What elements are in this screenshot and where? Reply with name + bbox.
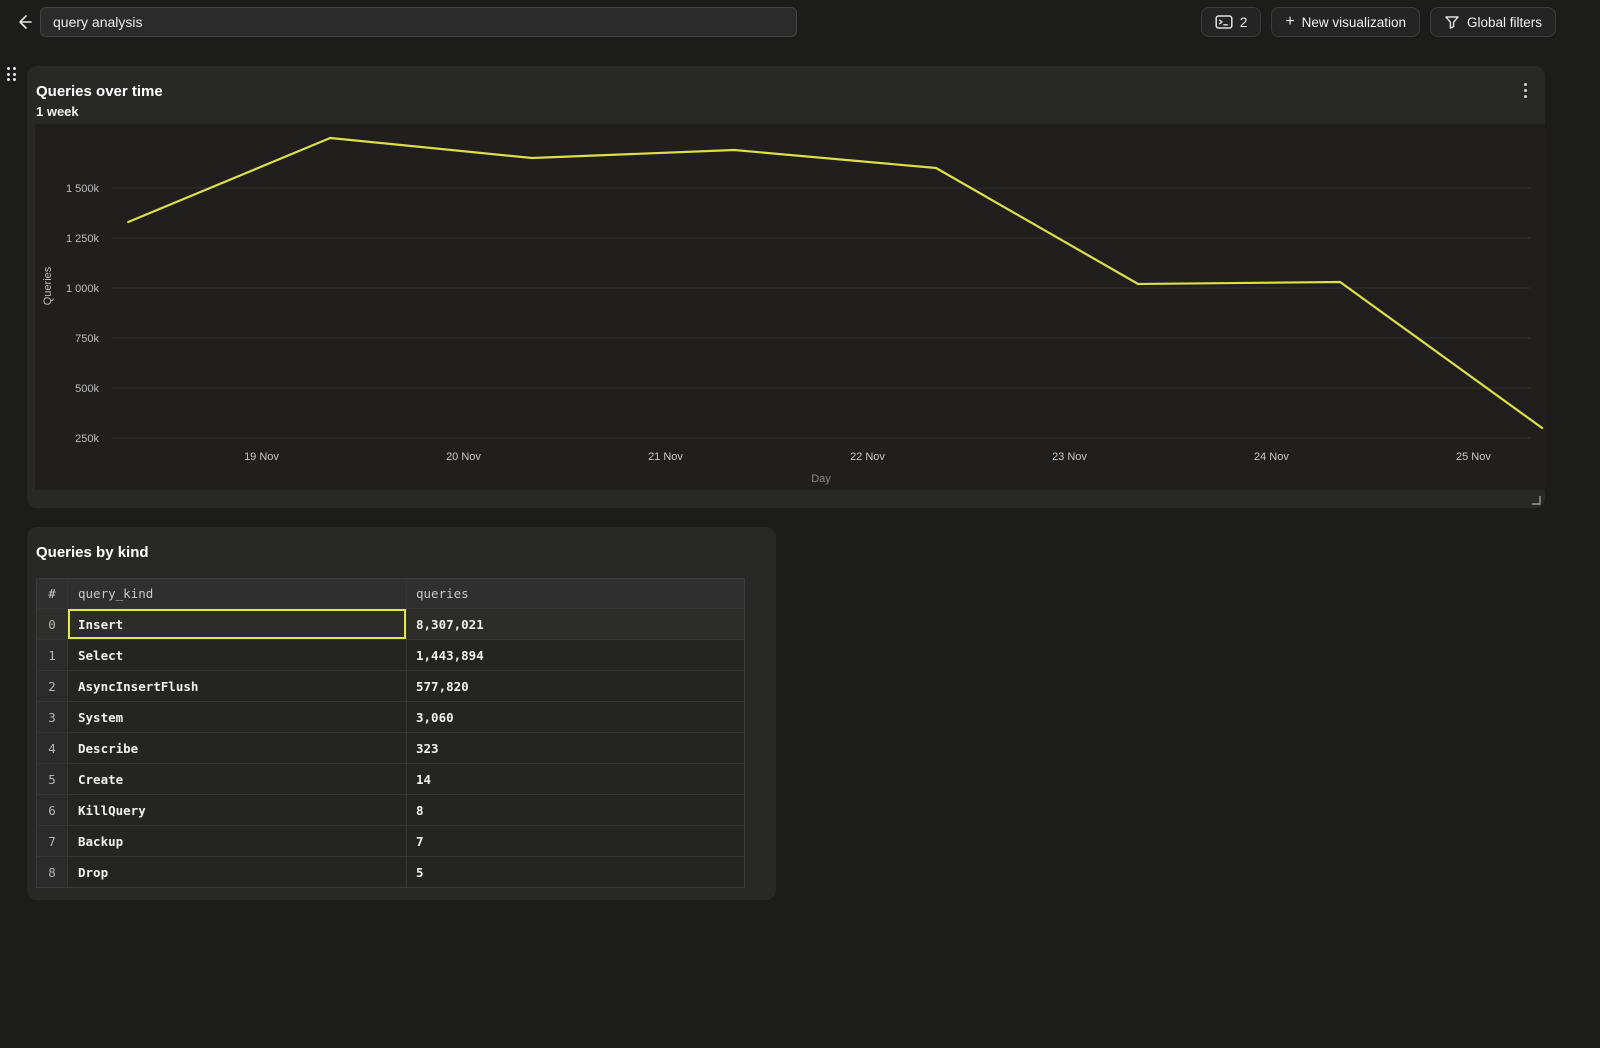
global-filters-label: Global filters xyxy=(1466,14,1542,30)
query-kind-cell[interactable]: Backup xyxy=(68,826,407,856)
console-count: 2 xyxy=(1239,14,1248,30)
row-index-cell[interactable]: 6 xyxy=(37,795,68,825)
row-index-cell[interactable]: 3 xyxy=(37,702,68,732)
plus-icon: + xyxy=(1285,13,1295,30)
queries-cell[interactable]: 1,443,894 xyxy=(416,647,484,663)
y-tick-label: 1 000k xyxy=(66,283,100,295)
queries-cell[interactable]: 5 xyxy=(416,864,424,880)
table-row: 3 System 3,060 xyxy=(37,701,744,732)
chart-title: Queries over time xyxy=(36,83,163,100)
row-index-cell[interactable]: 4 xyxy=(37,733,68,763)
queries-cell[interactable]: 8 xyxy=(416,802,424,818)
queries-cell[interactable]: 3,060 xyxy=(416,709,454,725)
query-kind-cell[interactable]: Insert xyxy=(68,609,407,639)
kebab-icon xyxy=(1523,82,1527,86)
widget-drag-handle-icon[interactable] xyxy=(7,67,21,84)
arrow-left-icon xyxy=(19,15,32,29)
x-tick-label: 19 Nov xyxy=(244,451,279,463)
row-index-cell[interactable]: 2 xyxy=(37,671,68,701)
table-row: 0 Insert 8,307,021 xyxy=(37,608,744,639)
global-filters-button[interactable]: Global filters xyxy=(1429,7,1556,37)
queries-over-time-chart[interactable]: 250k 500k 750k 1 000k 1 250k 1 500k 19 Nov 20 N… xyxy=(35,124,1545,490)
x-tick-label: 24 Nov xyxy=(1254,451,1289,463)
queries-cell[interactable]: 8,307,021 xyxy=(407,609,744,639)
y-tick-label: 750k xyxy=(75,333,99,345)
chart-panel-header: Queries over time 1 week xyxy=(27,66,1545,119)
x-axis-name: Day xyxy=(811,473,831,485)
y-axis-name: Queries xyxy=(42,266,54,305)
chart-subtitle: 1 week xyxy=(36,104,79,119)
table-panel: Queries by kind # query_kind queries 0 In… xyxy=(27,527,776,900)
table-row: 7 Backup 7 xyxy=(37,825,744,856)
row-index-cell[interactable]: 0 xyxy=(37,609,68,639)
back-button[interactable] xyxy=(12,10,36,34)
query-kind-cell[interactable]: AsyncInsertFlush xyxy=(68,671,407,701)
x-tick-label: 21 Nov xyxy=(648,451,683,463)
table-header-row: # query_kind queries xyxy=(37,579,744,608)
table-title: Queries by kind xyxy=(36,544,149,561)
query-kind-cell[interactable]: Create xyxy=(68,764,407,794)
table-row: 2 AsyncInsertFlush 577,820 xyxy=(37,670,744,701)
terminal-window-icon xyxy=(1215,15,1233,29)
console-count-button[interactable]: 2 xyxy=(1200,7,1262,37)
queries-cell[interactable]: 323 xyxy=(416,740,439,756)
query-kind-cell[interactable]: Drop xyxy=(68,857,407,887)
query-kind-cell[interactable]: Select xyxy=(68,640,407,670)
table-row: 5 Create 14 xyxy=(37,763,744,794)
new-visualization-button[interactable]: + New visualization xyxy=(1271,7,1420,37)
query-kind-cell[interactable]: KillQuery xyxy=(68,795,407,825)
dashboard-title-input[interactable] xyxy=(40,7,797,37)
query-kind-cell[interactable]: Describe xyxy=(68,733,407,763)
line-chart-svg: 250k 500k 750k 1 000k 1 250k 1 500k 19 Nov 20 N… xyxy=(42,136,1544,485)
top-bar: 2 + New visualization Global filters xyxy=(0,0,1600,44)
header-queries[interactable]: queries xyxy=(416,586,469,601)
chart-panel: Queries over time 1 week 250k 500k 750k 1 0… xyxy=(27,66,1545,508)
x-tick-label: 25 Nov xyxy=(1456,451,1491,463)
x-tick-label: 23 Nov xyxy=(1052,451,1087,463)
table-row: 8 Drop 5 xyxy=(37,856,744,887)
y-tick-label: 250k xyxy=(75,433,99,445)
row-index-cell[interactable]: 7 xyxy=(37,826,68,856)
table-row: 1 Select 1,443,894 xyxy=(37,639,744,670)
x-tick-label: 22 Nov xyxy=(850,451,885,463)
y-tick-label: 1 250k xyxy=(66,233,100,245)
header-query-kind[interactable]: query_kind xyxy=(68,579,407,608)
funnel-icon xyxy=(1445,16,1459,29)
queries-cell[interactable]: 14 xyxy=(416,771,432,787)
table-row: 6 KillQuery 8 xyxy=(37,794,744,825)
top-bar-actions: 2 + New visualization Global filters xyxy=(1200,7,1556,37)
queries-cell[interactable]: 577,820 xyxy=(416,678,469,694)
y-tick-label: 1 500k xyxy=(66,183,100,195)
resize-corner-icon[interactable] xyxy=(1530,493,1542,505)
table-panel-header: Queries by kind xyxy=(27,527,776,561)
chart-menu-button[interactable] xyxy=(1515,79,1535,101)
queries-line-series xyxy=(127,136,1544,430)
x-tick-label: 20 Nov xyxy=(446,451,481,463)
y-tick-label: 500k xyxy=(75,383,99,395)
row-index-cell[interactable]: 1 xyxy=(37,640,68,670)
queries-by-kind-table: # query_kind queries 0 Insert 8,307,021 1 Se… xyxy=(36,578,745,888)
query-kind-cell[interactable]: System xyxy=(68,702,407,732)
header-index[interactable]: # xyxy=(37,579,68,608)
table-row: 4 Describe 323 xyxy=(37,732,744,763)
queries-cell[interactable]: 7 xyxy=(416,833,424,849)
table-body: 0 Insert 8,307,021 1 Select 1,443,894 2 AsyncIn… xyxy=(37,608,744,887)
row-index-cell[interactable]: 8 xyxy=(37,857,68,887)
row-index-cell[interactable]: 5 xyxy=(37,764,68,794)
new-visualization-label: New visualization xyxy=(1301,14,1406,30)
